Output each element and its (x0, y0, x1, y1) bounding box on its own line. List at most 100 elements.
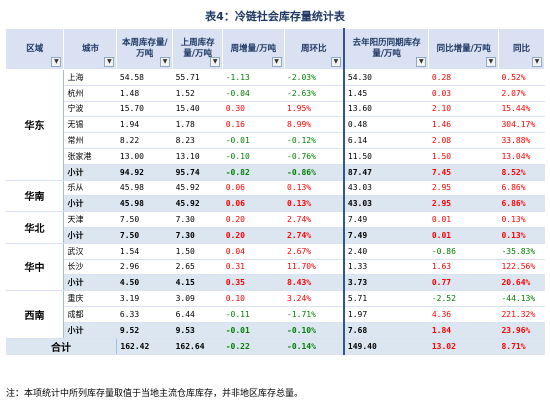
cell-yoy: 1.84 (428, 322, 499, 339)
filter-dropdown-icon[interactable]: ▼ (271, 57, 282, 67)
cell-cur: 15.70 (116, 101, 173, 118)
cell-last: 9.53 (172, 322, 223, 339)
subtotal-row: 小计 94.92 95.74 -0.82 -0.86% 87.47 7.45 8.52% (6, 164, 545, 181)
subtotal-label: 小计 (63, 322, 117, 339)
cell-cur: 45.98 (116, 180, 173, 197)
subtotal-row: 小计 9.52 9.53 -0.01 -0.10% 7.68 1.84 23.96% (6, 322, 545, 339)
cell-cur: 13.00 (116, 148, 173, 165)
region-label: 华北 (5, 211, 65, 244)
cell-wkp: -1.71% (284, 306, 344, 323)
city-name: 无锡 (63, 116, 117, 134)
cell-wk: 0.31 (222, 259, 285, 276)
table-row: 长沙 2.96 2.65 0.31 11.70% 1.33 1.63 122.56% (6, 259, 545, 276)
cell-ly: 2.40 (342, 243, 429, 260)
column-header-last-year[interactable]: 去年阳历同期库存量/万吨 ▼ (342, 28, 430, 70)
cell-ly: 5.71 (342, 290, 429, 307)
cell-yoy: 4.36 (428, 306, 499, 323)
cell-wkp: 0.13% (284, 180, 344, 197)
cell-last: 7.30 (172, 211, 223, 228)
filter-dropdown-icon[interactable]: ▼ (210, 57, 221, 67)
cell-last: 45.92 (172, 195, 223, 213)
cell-wk: -0.01 (222, 132, 285, 149)
cell-ly: 1.97 (342, 306, 429, 323)
city-name: 成都 (63, 306, 117, 323)
column-header-yoy[interactable]: 同比 ▼ (497, 28, 546, 70)
cell-wk: 0.04 (222, 243, 285, 260)
cell-wk: 0.06 (222, 195, 285, 213)
column-header-last-week[interactable]: 上周库存量/万吨 ▼ (172, 28, 224, 70)
cell-cur: 2.96 (116, 259, 173, 276)
filter-dropdown-icon[interactable]: ▼ (416, 57, 427, 67)
city-name: 乐从 (63, 180, 117, 197)
cell-wk: 0.20 (222, 227, 285, 244)
cell-yoyp: 13.04% (498, 148, 545, 165)
cell-wkp: -2.03% (284, 69, 344, 86)
cell-yoyp: 221.32% (498, 306, 545, 323)
cell-wkp: 8.43% (284, 274, 344, 292)
cell-wkp: 1.95% (284, 101, 344, 118)
table-row: 无锡 1.94 1.78 0.16 8.99% 0.48 1.46 304.17% (6, 116, 545, 134)
cell-ly: 0.48 (342, 116, 429, 134)
region-label: 华中 (5, 243, 65, 292)
cell-cur: 1.54 (116, 243, 173, 260)
region-label: 华东 (5, 69, 65, 181)
cell-yoyp: 6.86% (498, 180, 545, 197)
column-header-city[interactable]: 城市 ▼ (63, 28, 118, 70)
table-row: 华中 武汉 1.54 1.50 0.04 2.67% 2.40 -0.86 -35.83% (5, 243, 545, 292)
cell-wk: -0.22 (222, 338, 285, 355)
filter-dropdown-icon[interactable]: ▼ (330, 57, 341, 67)
column-header-weekly-change[interactable]: 周增量/万吨 ▼ (222, 28, 285, 70)
cell-cur: 4.50 (116, 274, 173, 292)
cell-wkp: -0.86% (284, 164, 344, 181)
subtotal-label: 小计 (63, 227, 117, 244)
cell-ly: 1.45 (342, 85, 429, 102)
cell-wkp: -0.14% (284, 338, 344, 355)
filter-dropdown-icon[interactable]: ▼ (160, 57, 171, 67)
cell-ly: 7.49 (342, 227, 429, 244)
cell-cur: 8.22 (116, 132, 173, 149)
cell-cur: 54.58 (116, 69, 173, 86)
cell-yoy: 0.01 (428, 227, 499, 244)
cell-wkp: -0.10% (284, 322, 344, 339)
cell-yoyp: 6.86% (498, 195, 545, 213)
city-name: 常州 (63, 132, 117, 149)
cell-cur: 45.98 (116, 195, 173, 213)
column-header-current-week[interactable]: 本周库存量/万吨 ▼ (116, 28, 174, 70)
cell-last: 45.92 (172, 180, 223, 197)
filter-dropdown-icon[interactable]: ▼ (104, 57, 115, 67)
cell-wk: -0.01 (222, 322, 285, 339)
header-row: 区域 ▼ 城市 ▼ 本周库存量/万吨 ▼ 上周库存量/万吨 ▼ 周增量/万吨 ▼ 周环比 ▼… (4, 28, 546, 70)
cell-yoy: 1.63 (428, 259, 499, 276)
cell-ly: 7.49 (342, 211, 429, 228)
cell-ly: 54.30 (342, 69, 429, 86)
cell-yoy: 2.95 (428, 195, 499, 213)
cell-last: 2.65 (172, 259, 223, 276)
table-row: 华东 上海 54.58 55.71 -1.13 -2.03% 54.30 0.28 0.52% (5, 69, 545, 181)
cell-last: 7.30 (172, 227, 223, 244)
table-row: 张家港 13.00 13.10 -0.10 -0.76% 11.50 1.50 13.04% (6, 148, 545, 165)
table-row: 杭州 1.48 1.52 -0.04 -2.63% 1.45 0.03 2.07% (6, 85, 545, 102)
cell-wkp: 2.74% (284, 211, 344, 228)
subtotal-row: 小计 7.50 7.30 0.20 2.74% 7.49 0.01 0.13% (6, 227, 545, 244)
filter-dropdown-icon[interactable]: ▼ (485, 57, 496, 67)
filter-dropdown-icon[interactable]: ▼ (51, 57, 62, 67)
subtotal-row: 小计 45.98 45.92 0.06 0.13% 43.03 2.95 6.86% (6, 195, 545, 213)
cell-wk: -1.13 (222, 69, 285, 86)
cell-cur: 9.52 (116, 322, 173, 339)
cell-wk: 0.10 (222, 290, 285, 307)
column-header-yoy-change[interactable]: 同比增量/万吨 ▼ (428, 28, 499, 70)
region-label: 华南 (5, 180, 65, 213)
cell-last: 3.09 (172, 290, 223, 307)
cell-wk: -0.10 (222, 148, 285, 165)
cell-yoy: 0.77 (428, 274, 499, 292)
cell-wk: -0.82 (222, 164, 285, 181)
column-header-region[interactable]: 区域 ▼ (4, 28, 65, 70)
filter-dropdown-icon[interactable]: ▼ (532, 57, 542, 67)
city-name: 张家港 (63, 148, 117, 165)
subtotal-label: 小计 (63, 274, 117, 292)
table-row: 宁波 15.70 15.40 0.30 1.95% 13.60 2.10 15.44% (6, 101, 545, 118)
cell-yoyp: 2.07% (498, 85, 545, 102)
cell-wk: 0.35 (222, 274, 285, 292)
city-name: 武汉 (63, 243, 117, 260)
column-header-week-on-week[interactable]: 周环比 ▼ (283, 28, 345, 70)
